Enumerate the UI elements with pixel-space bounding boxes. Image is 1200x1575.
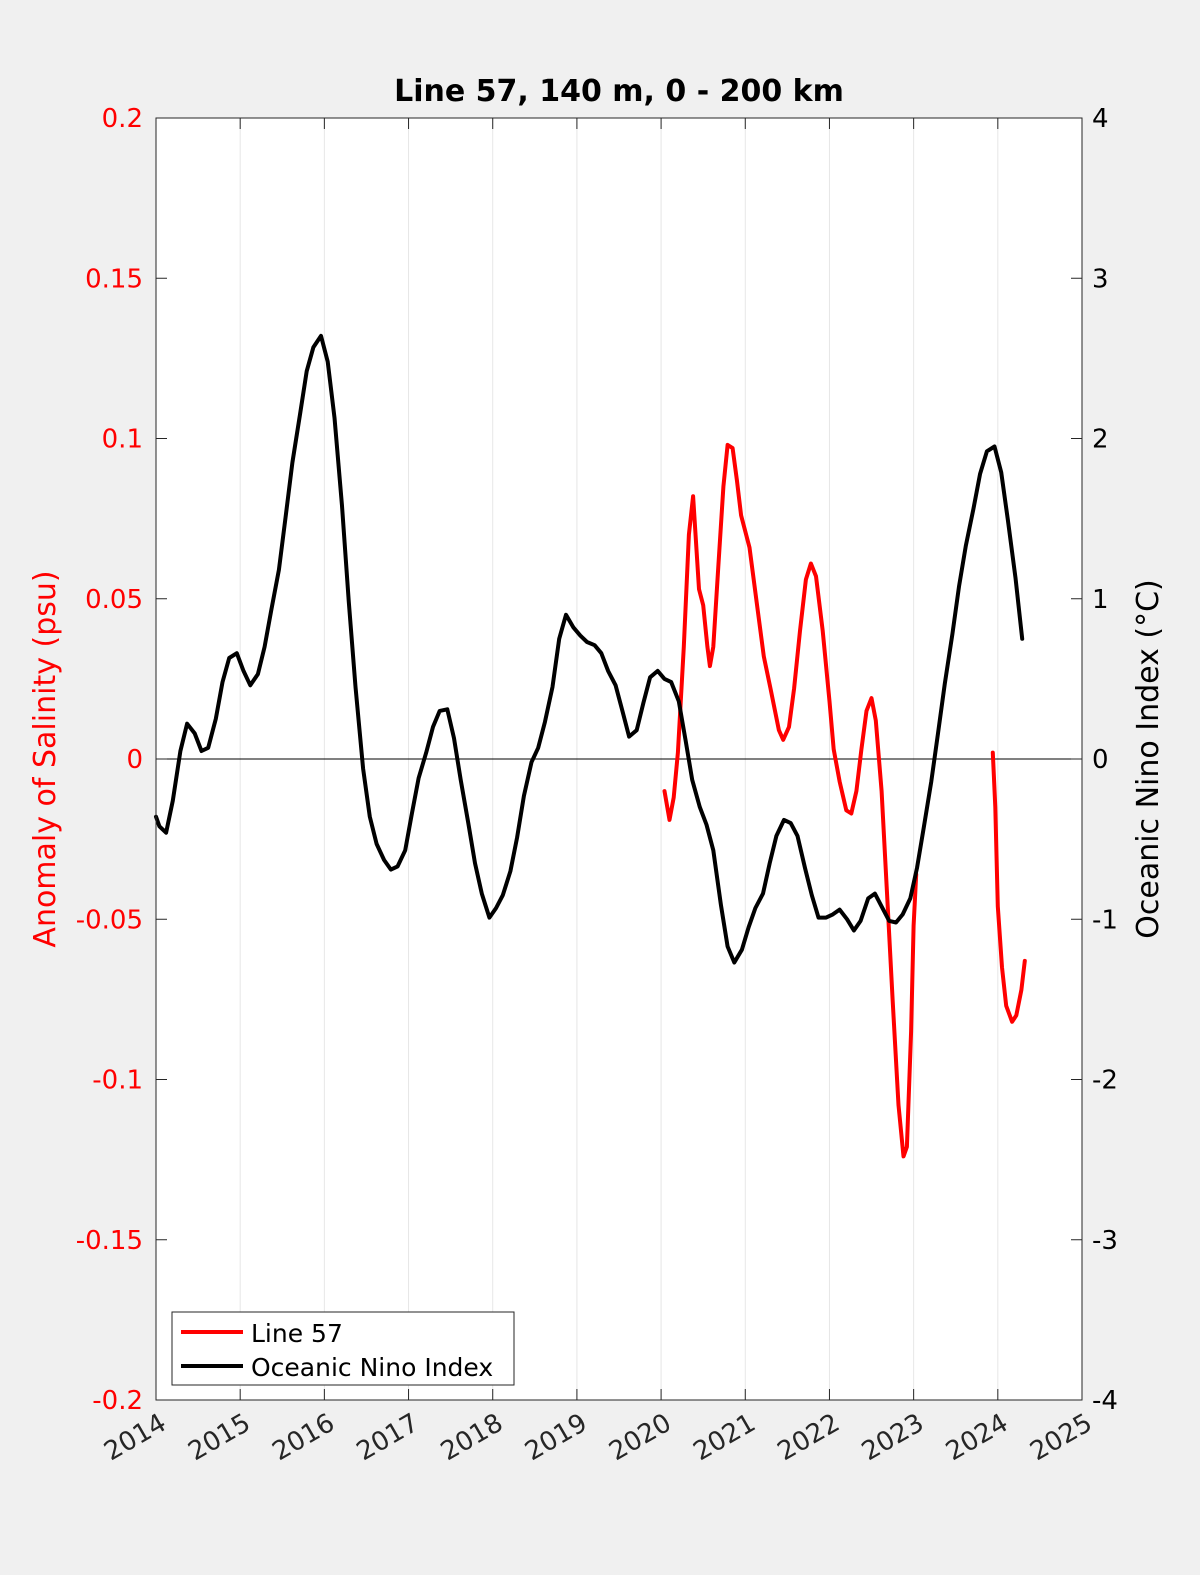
series-line-line-57 <box>662 442 919 1159</box>
legend-label-line-57: Line 57 <box>251 1319 343 1348</box>
y-left-tick-label: 0.1 <box>102 425 143 455</box>
left-y-axis: 0.2 0.15 0.1 0.05 0 -0.05 -0.1 -0.15 -0.2 <box>76 104 167 1416</box>
right-y-axis: 4 3 2 1 0 -1 -2 -3 -4 <box>1071 104 1118 1416</box>
chart-title: Line 57, 140 m, 0 - 200 km <box>394 74 844 109</box>
y-right-tick-label: 0 <box>1092 745 1109 775</box>
series-layer <box>154 333 1027 1159</box>
y-axis-left-label: Anomaly of Salinity (psu) <box>28 570 63 947</box>
y-right-tick-label: 1 <box>1092 585 1109 615</box>
y-right-tick-label: -1 <box>1092 905 1118 935</box>
series-line-oceanic-nino-index <box>154 333 1025 965</box>
y-left-tick-label: -0.1 <box>92 1066 143 1096</box>
y-right-tick-label: -3 <box>1092 1226 1118 1256</box>
y-left-tick-label: 0 <box>126 745 143 775</box>
y-left-tick-label: 0.15 <box>85 264 143 294</box>
y-left-tick-label: 0.05 <box>85 585 143 615</box>
legend: Line 57 Oceanic Nino Index <box>171 1311 515 1386</box>
y-left-tick-label: 0.2 <box>102 104 143 134</box>
y-right-tick-label: 4 <box>1092 104 1109 134</box>
y-right-tick-label: 2 <box>1092 425 1109 455</box>
legend-label-oni: Oceanic Nino Index <box>251 1353 493 1382</box>
y-right-tick-label: 3 <box>1092 264 1109 294</box>
y-left-tick-label: -0.05 <box>76 905 143 935</box>
y-left-tick-label: -0.2 <box>92 1386 143 1416</box>
y-left-tick-label: -0.15 <box>76 1226 143 1256</box>
y-axis-right-label: Oceanic Nino Index (°C) <box>1131 579 1166 939</box>
y-right-tick-label: -4 <box>1092 1386 1118 1416</box>
legend-box <box>171 1311 515 1386</box>
y-right-tick-label: -2 <box>1092 1066 1118 1096</box>
series-line-line-57 <box>990 750 1027 1024</box>
